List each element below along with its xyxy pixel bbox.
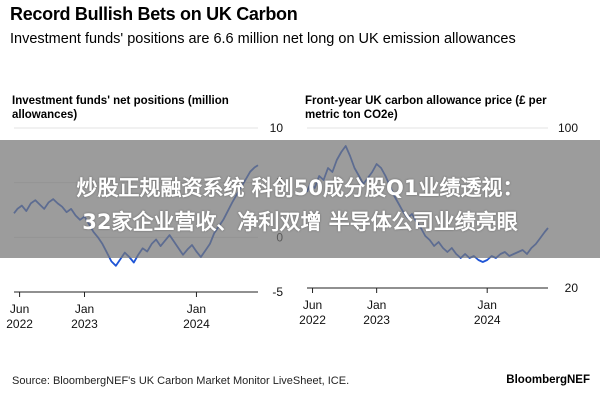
left-xtick-label: Jan	[187, 302, 206, 316]
left-xtick-label: Jun	[10, 302, 29, 316]
left-xtick-year: 2022	[6, 317, 33, 331]
right-ytick-label: 100	[558, 121, 578, 135]
left-xtick-label: Jan	[75, 302, 94, 316]
right-ytick-label: 20	[565, 281, 579, 295]
right-xtick-year: 2023	[363, 313, 390, 327]
right-xtick-year: 2024	[474, 313, 501, 327]
left-ytick-label: -5	[272, 285, 283, 299]
right-xtick-label: Jan	[367, 298, 386, 312]
chart-title: Record Bullish Bets on UK Carbon	[10, 4, 298, 24]
overlay-headline-line-2: 32家企业营收、净利双增 半导体公司业绩亮眼	[82, 210, 518, 234]
right-xtick-label: Jun	[303, 298, 322, 312]
left-ytick-label: 10	[270, 121, 284, 135]
right-panel-title: Front-year UK carbon allowance price (£ …	[305, 95, 547, 121]
right-xtick-label: Jan	[478, 298, 497, 312]
chart-subtitle: Investment funds' positions are 6.6 mill…	[10, 31, 516, 47]
left-panel-title: Investment funds' net positions (million…	[12, 95, 229, 121]
news-overlay-banner[interactable]: 炒股正规融资系统 科创50成分股Q1业绩透视： 32家企业营收、净利双增 半导体…	[0, 140, 600, 258]
source-note: Source: BloombergNEF's UK Carbon Market …	[12, 375, 350, 387]
right-xtick-year: 2022	[299, 313, 326, 327]
overlay-headline-line-1: 炒股正规融资系统 科创50成分股Q1业绩透视：	[76, 176, 524, 200]
brand-logo: BloombergNEF	[506, 374, 590, 386]
left-xtick-year: 2024	[183, 317, 210, 331]
left-xtick-year: 2023	[71, 317, 98, 331]
